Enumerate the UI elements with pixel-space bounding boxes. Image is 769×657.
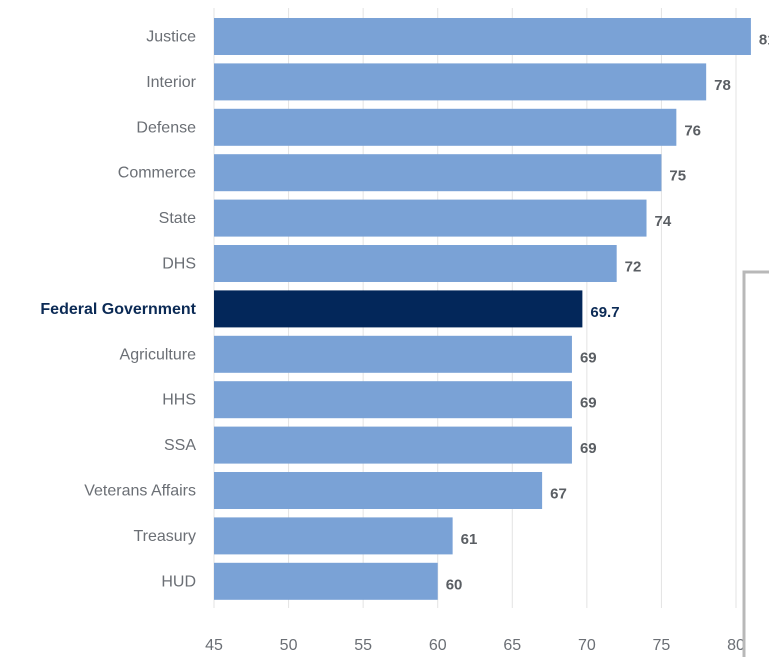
value-label: 67 — [550, 486, 567, 503]
bar — [214, 63, 707, 101]
category-label: Treasury — [133, 528, 196, 545]
category-label: Federal Government — [40, 301, 196, 318]
x-tick-label: 45 — [205, 637, 223, 654]
bar — [214, 199, 647, 237]
bar — [214, 154, 662, 192]
bar — [214, 426, 572, 464]
bar-highlight — [214, 290, 583, 328]
value-label: 81 — [759, 32, 769, 49]
bar — [214, 381, 572, 419]
bars — [214, 18, 751, 600]
x-tick-label: 65 — [503, 637, 521, 654]
category-label: Commerce — [118, 165, 196, 182]
value-label: 60 — [446, 576, 463, 593]
x-tick-label: 50 — [280, 637, 298, 654]
x-axis-ticks: 45 50 55 60 65 70 75 80 — [205, 637, 745, 654]
category-label: Justice — [146, 29, 196, 46]
category-label: Defense — [136, 119, 196, 136]
category-label: State — [159, 210, 196, 227]
x-tick-label: 70 — [578, 637, 596, 654]
x-tick-label: 75 — [653, 637, 671, 654]
category-label: HUD — [161, 573, 196, 590]
value-labels: 81 78 76 75 74 72 69.7 69 69 69 67 61 60 — [446, 32, 769, 594]
bar — [214, 245, 617, 282]
category-label: SSA — [164, 437, 196, 454]
value-label: 69 — [580, 349, 597, 366]
category-label: HHS — [162, 392, 196, 409]
category-label: DHS — [162, 256, 196, 273]
category-label: Agriculture — [120, 346, 197, 363]
x-tick-label: 80 — [727, 637, 745, 654]
value-label: 69.7 — [590, 304, 619, 321]
value-label: 78 — [714, 77, 731, 94]
value-label: 69 — [580, 395, 597, 412]
x-tick-label: 60 — [429, 637, 447, 654]
value-label: 76 — [684, 122, 701, 139]
bar — [214, 562, 438, 600]
category-labels: Justice Interior Defense Commerce State DHS Fe… — [40, 29, 196, 591]
value-label: 74 — [655, 213, 672, 230]
bar — [214, 335, 572, 373]
value-label: 75 — [669, 168, 686, 185]
bar — [214, 18, 751, 55]
overlay-panel-edge — [742, 270, 769, 657]
category-label: Veterans Affairs — [84, 483, 196, 500]
value-label: 72 — [625, 259, 642, 276]
category-label: Interior — [146, 74, 196, 91]
x-tick-label: 55 — [354, 637, 372, 654]
bar — [214, 517, 453, 555]
value-label: 69 — [580, 440, 597, 457]
bar — [214, 108, 677, 146]
value-label: 61 — [461, 531, 478, 548]
bar — [214, 472, 543, 509]
